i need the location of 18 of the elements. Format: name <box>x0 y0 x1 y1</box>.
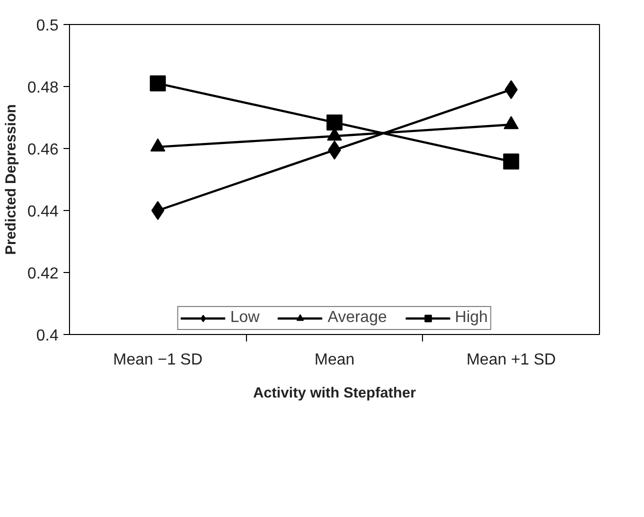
x-tick-label: Mean <box>314 352 355 368</box>
point <box>150 75 166 92</box>
y-tick-label: 0.44 <box>27 204 59 220</box>
y-tick-label: 0.5 <box>36 18 59 34</box>
point <box>326 114 342 130</box>
legend-label: High <box>454 309 488 327</box>
y-tick-label: 0.4 <box>36 328 59 344</box>
x-axis-title: Activity with Stepfather <box>253 386 416 402</box>
legend-label: Average <box>328 309 387 327</box>
y-tick-label: 0.46 <box>27 142 59 158</box>
y-tick-label: 0.48 <box>27 80 59 96</box>
point <box>503 154 520 170</box>
y-tick-label: 0.42 <box>27 266 59 282</box>
point <box>151 201 164 220</box>
legend-label: Low <box>230 309 260 327</box>
x-tick-label: Mean +1 SD <box>466 352 556 368</box>
x-tick-label: Mean −1 SD <box>113 352 203 368</box>
y-axis-title: Predicted Depression <box>3 104 20 255</box>
